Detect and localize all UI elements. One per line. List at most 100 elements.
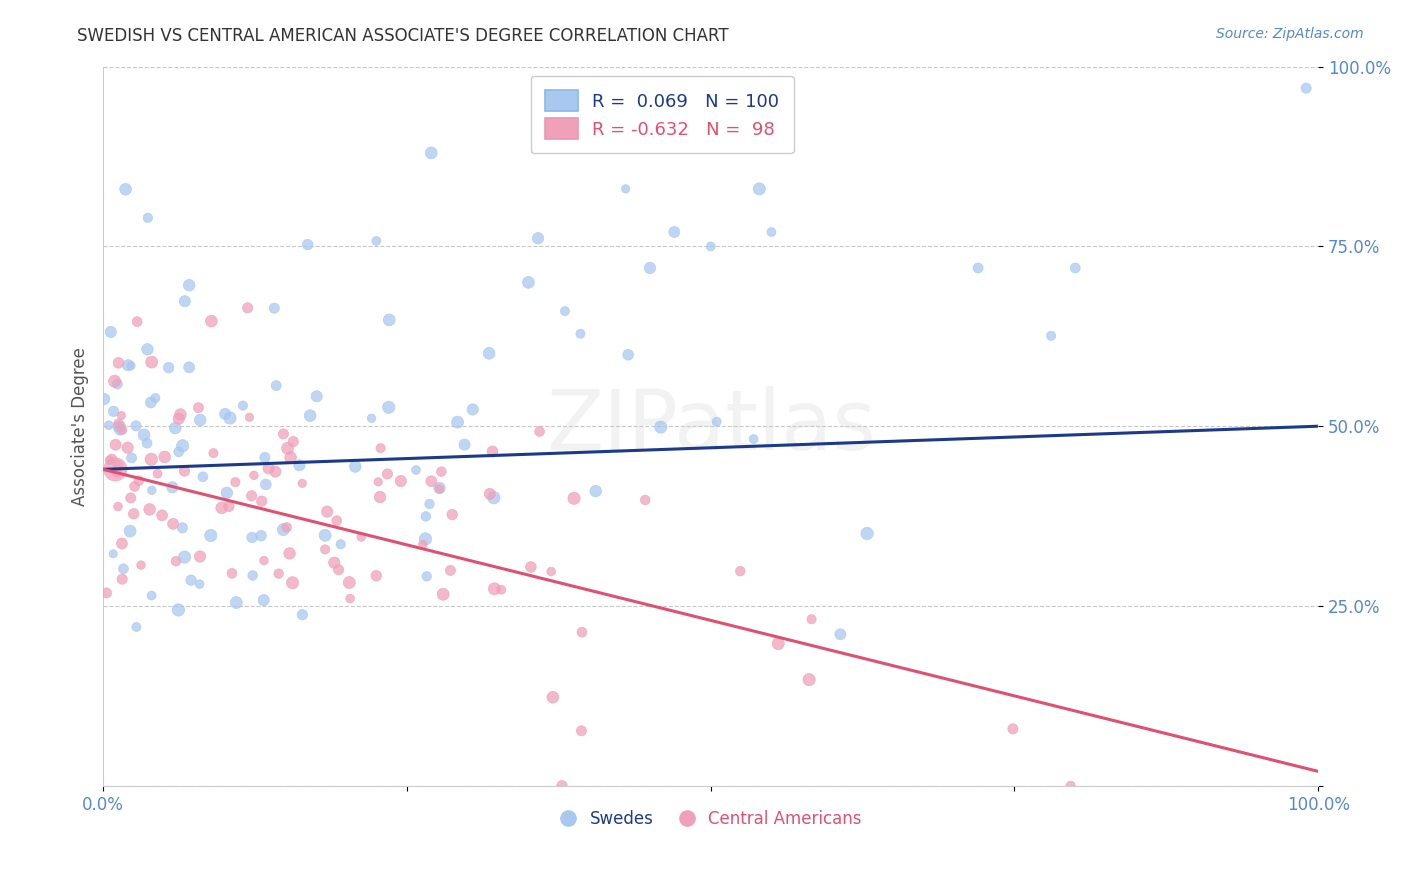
Point — [367, 475, 389, 489]
Point — [797, 673, 820, 687]
Point — [634, 493, 657, 508]
Point — [742, 432, 765, 446]
Point — [800, 612, 823, 626]
Point — [638, 260, 661, 275]
Point — [281, 575, 304, 590]
Point — [540, 565, 562, 579]
Point — [328, 563, 350, 577]
Point — [264, 465, 287, 479]
Point — [117, 358, 139, 372]
Point — [541, 690, 564, 705]
Point — [571, 625, 593, 640]
Point — [232, 399, 254, 413]
Point — [297, 237, 319, 252]
Point — [314, 542, 336, 557]
Point — [219, 411, 242, 425]
Point — [706, 415, 728, 429]
Point — [114, 182, 136, 196]
Point — [107, 458, 129, 472]
Point — [432, 587, 454, 601]
Point — [278, 546, 301, 560]
Point — [132, 428, 155, 442]
Point — [250, 529, 273, 543]
Point — [103, 404, 125, 418]
Point — [173, 294, 195, 309]
Point — [439, 563, 461, 577]
Point — [179, 278, 201, 293]
Point — [200, 314, 222, 328]
Y-axis label: Associate's Degree: Associate's Degree — [72, 347, 89, 506]
Point — [264, 378, 287, 392]
Point — [415, 509, 437, 524]
Point — [569, 326, 592, 341]
Point — [748, 182, 770, 196]
Point — [146, 467, 169, 481]
Point — [215, 485, 238, 500]
Point — [276, 520, 298, 534]
Point — [484, 582, 506, 596]
Point — [167, 411, 190, 425]
Point — [288, 458, 311, 473]
Point — [107, 377, 129, 392]
Point — [316, 505, 339, 519]
Point — [478, 346, 501, 360]
Point — [111, 572, 134, 586]
Point — [420, 145, 443, 160]
Point — [389, 474, 412, 488]
Point — [429, 482, 451, 496]
Point — [141, 452, 163, 467]
Legend: Swedes, Central Americans: Swedes, Central Americans — [553, 804, 869, 835]
Point — [650, 420, 672, 434]
Point — [122, 507, 145, 521]
Point — [1001, 722, 1024, 736]
Point — [273, 523, 295, 537]
Point — [489, 582, 512, 597]
Point — [481, 444, 503, 458]
Point — [150, 508, 173, 523]
Point — [768, 637, 790, 651]
Text: Source: ZipAtlas.com: Source: ZipAtlas.com — [1216, 27, 1364, 41]
Point — [165, 554, 187, 568]
Point — [141, 483, 163, 498]
Point — [107, 420, 129, 434]
Point — [124, 479, 146, 493]
Point — [562, 491, 585, 506]
Text: ZIPatlas: ZIPatlas — [546, 385, 876, 467]
Point — [153, 450, 176, 464]
Point — [179, 360, 201, 375]
Point — [104, 438, 127, 452]
Text: SWEDISH VS CENTRAL AMERICAN ASSOCIATE'S DEGREE CORRELATION CHART: SWEDISH VS CENTRAL AMERICAN ASSOCIATE'S … — [77, 27, 728, 45]
Point — [120, 524, 142, 538]
Point — [254, 477, 277, 491]
Point — [157, 360, 180, 375]
Point — [128, 474, 150, 488]
Point — [418, 497, 440, 511]
Point — [238, 410, 260, 425]
Point — [366, 234, 388, 248]
Point — [664, 225, 686, 239]
Point — [699, 239, 721, 253]
Point — [416, 569, 439, 583]
Point — [377, 467, 399, 481]
Point — [250, 494, 273, 508]
Point — [517, 276, 540, 290]
Point — [585, 484, 607, 499]
Point — [107, 356, 129, 370]
Point — [120, 359, 142, 373]
Point — [191, 469, 214, 483]
Point — [100, 325, 122, 339]
Point — [240, 489, 263, 503]
Point — [412, 537, 434, 551]
Point — [225, 596, 247, 610]
Point — [277, 442, 299, 456]
Point — [482, 491, 505, 505]
Point — [129, 558, 152, 573]
Point — [138, 502, 160, 516]
Point — [291, 607, 314, 622]
Point — [291, 476, 314, 491]
Point — [429, 481, 451, 495]
Point — [243, 468, 266, 483]
Point — [453, 437, 475, 451]
Point — [527, 231, 550, 245]
Point — [141, 355, 163, 369]
